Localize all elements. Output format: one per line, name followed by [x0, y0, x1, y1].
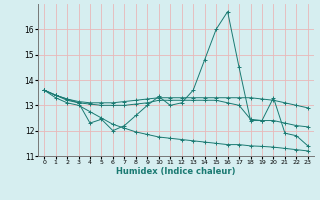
- X-axis label: Humidex (Indice chaleur): Humidex (Indice chaleur): [116, 167, 236, 176]
